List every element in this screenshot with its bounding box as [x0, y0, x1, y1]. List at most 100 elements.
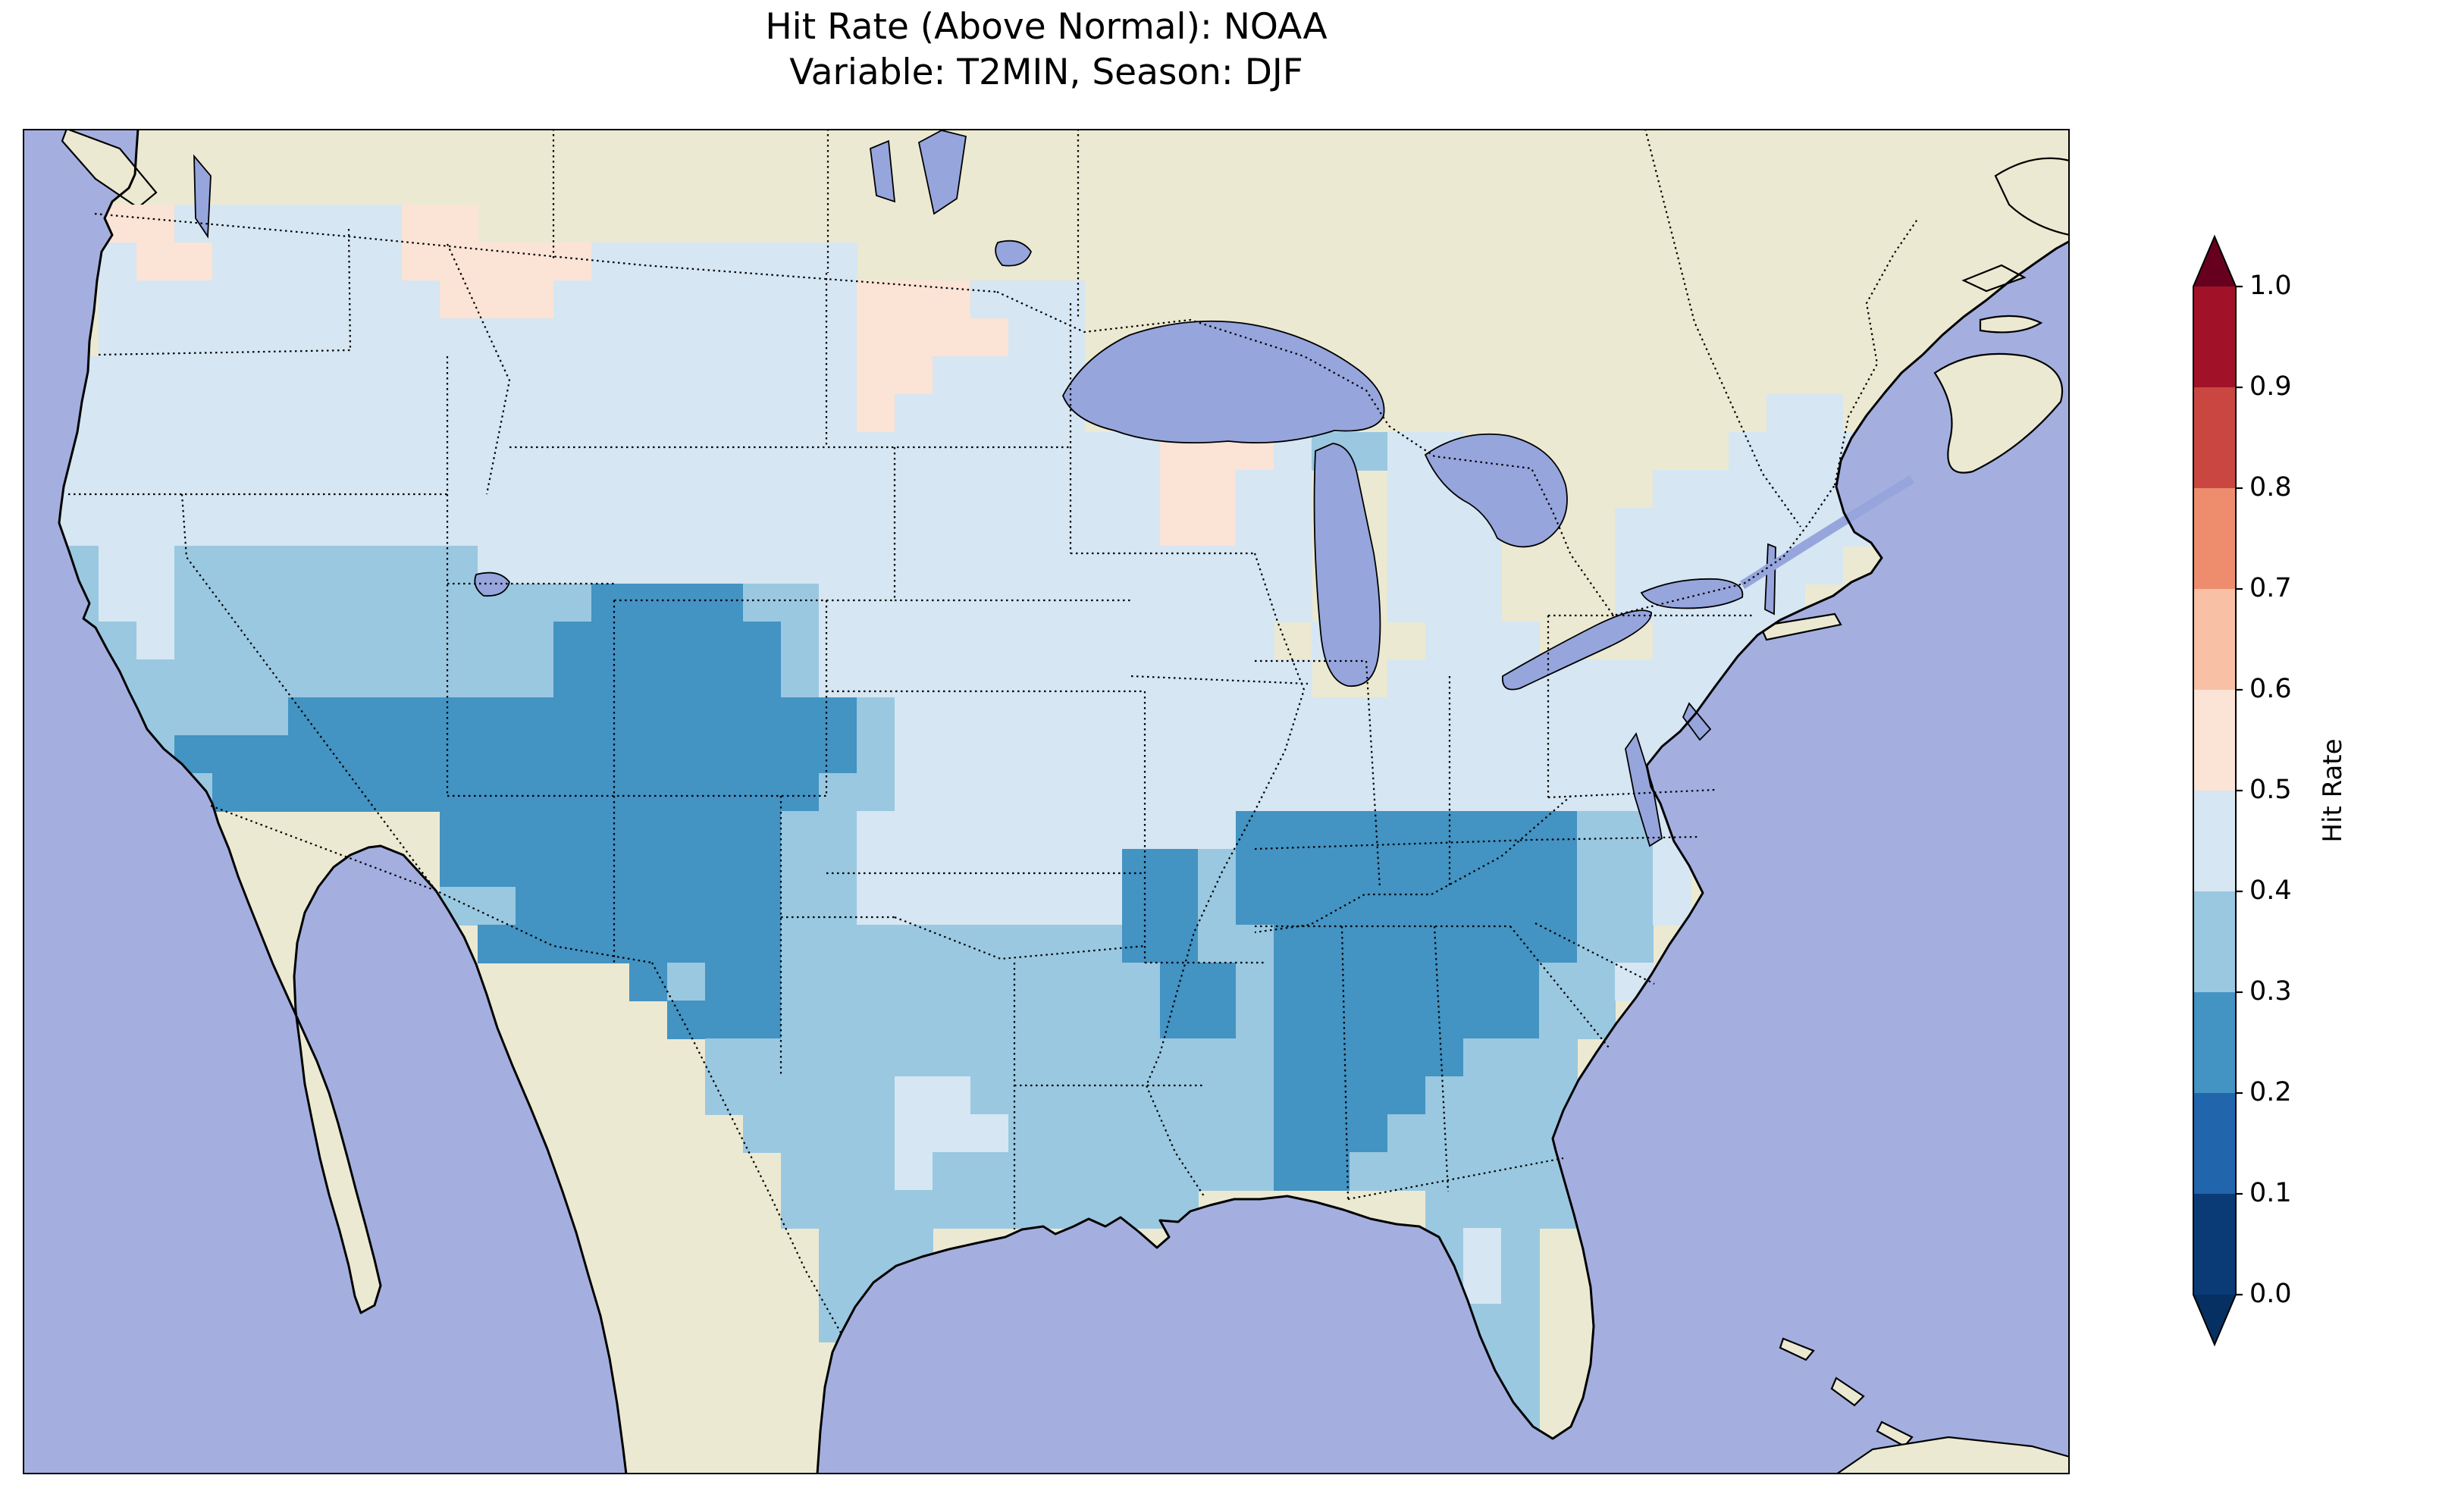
hit-rate-cell: [591, 280, 630, 319]
hit-rate-cell: [212, 622, 251, 660]
hit-rate-cell: [1463, 849, 1502, 888]
hit-rate-cell: [705, 735, 744, 774]
colorbar-tick-label: 0.8: [2249, 472, 2292, 503]
hit-rate-cell: [1425, 1152, 1464, 1191]
hit-rate-cell: [705, 697, 744, 736]
hit-rate-cell: [667, 1001, 706, 1039]
hit-rate-cell: [1350, 697, 1388, 736]
hit-rate-cell: [933, 394, 971, 433]
hit-rate-cell: [1046, 470, 1085, 509]
hit-rate-cell: [970, 1190, 1009, 1229]
hit-rate-cell: [1274, 1114, 1312, 1153]
hit-rate-cell: [705, 470, 744, 509]
hit-rate-cell: [1008, 659, 1047, 698]
hit-rate-cell: [1122, 546, 1161, 584]
hit-rate-cell: [970, 925, 1009, 963]
hit-rate-cell: [99, 243, 137, 281]
hit-rate-cell: [857, 1152, 895, 1191]
hit-rate-cell: [174, 508, 213, 547]
hit-rate-cell: [933, 887, 971, 926]
hit-rate-cell: [629, 773, 668, 812]
colorbar-segment: [2193, 1194, 2236, 1295]
hit-rate-cell: [743, 887, 782, 926]
hit-rate-cell: [629, 584, 668, 622]
hit-rate-cell: [288, 659, 327, 698]
hit-rate-cell: [743, 659, 782, 698]
hit-rate-cell: [1084, 622, 1123, 660]
hit-rate-cell: [402, 659, 440, 698]
hit-rate-cell: [402, 394, 440, 433]
hit-rate-cell: [1463, 1152, 1502, 1191]
hit-rate-cell: [933, 1190, 971, 1229]
hit-rate-cell: [743, 318, 782, 357]
island: [1979, 315, 2043, 334]
hit-rate-cell: [1350, 773, 1388, 812]
hit-rate-cell: [478, 394, 516, 433]
hit-rate-cell: [970, 356, 1009, 395]
hit-rate-cell: [1160, 1038, 1199, 1077]
hit-rate-cell: [895, 925, 933, 963]
hit-rate-cell: [1387, 735, 1426, 774]
hit-rate-cell: [1046, 887, 1085, 926]
hit-rate-cell: [1008, 280, 1047, 319]
hit-rate-cell: [553, 849, 592, 888]
hit-rate-cell: [970, 1001, 1009, 1039]
hit-rate-cell: [1653, 470, 1691, 509]
hit-rate-cell: [1236, 1076, 1274, 1115]
hit-rate-cell: [402, 280, 440, 319]
hit-rate-cell: [1350, 811, 1388, 850]
hit-rate-cell: [1577, 773, 1616, 812]
hit-rate-cell: [250, 394, 289, 433]
hit-rate-cell: [1236, 735, 1274, 774]
hit-rate-cell: [478, 773, 516, 812]
hit-rate-cell: [667, 622, 706, 660]
hit-rate-cell: [364, 243, 403, 281]
hit-rate-cell: [781, 1076, 820, 1115]
hit-rate-cell: [1691, 470, 1729, 509]
hit-rate-cell: [933, 1001, 971, 1039]
hit-rate-cell: [1046, 318, 1085, 357]
hit-rate-cell: [1274, 887, 1312, 926]
lake: [1062, 320, 1385, 444]
hit-rate-cell: [1350, 432, 1388, 471]
hit-rate-cell: [553, 280, 592, 319]
hit-rate-cell: [857, 318, 895, 357]
hit-rate-cell: [1425, 659, 1464, 698]
hit-rate-cell: [667, 546, 706, 584]
hit-rate-cell: [895, 1114, 933, 1153]
hit-rate-cell: [99, 470, 137, 509]
hit-rate-cell: [1008, 735, 1047, 774]
hit-rate-cell: [1539, 887, 1578, 926]
hit-rate-cell: [1198, 1001, 1237, 1039]
hit-rate-cell: [1198, 508, 1237, 547]
hit-rate-cell: [1160, 622, 1199, 660]
hit-rate-cell: [667, 659, 706, 698]
hit-rate-cell: [1008, 849, 1047, 888]
hit-rate-cell: [1463, 584, 1502, 622]
hit-rate-cell: [212, 584, 251, 622]
hit-rate-cell: [1046, 925, 1085, 963]
hit-rate-cell: [819, 963, 857, 1001]
hit-rate-cell: [705, 1076, 744, 1115]
hit-rate-cell: [364, 432, 403, 471]
hit-rate-cell: [743, 697, 782, 736]
hit-rate-cell: [1501, 1342, 1540, 1380]
hit-rate-cell: [591, 735, 630, 774]
hit-rate-cell: [1008, 584, 1047, 622]
hit-rate-cell: [1501, 1076, 1540, 1115]
hit-rate-cell: [174, 546, 213, 584]
hit-rate-cell: [667, 394, 706, 433]
hit-rate-cell: [667, 811, 706, 850]
hit-rate-cell: [440, 849, 478, 888]
hit-rate-cell: [895, 1038, 933, 1077]
hit-rate-cell: [1198, 811, 1237, 850]
hit-rate-cell: [516, 697, 554, 736]
hit-rate-cell: [440, 773, 478, 812]
hit-rate-cell: [1236, 470, 1274, 509]
border-line: [446, 243, 511, 495]
hit-rate-cell: [136, 470, 175, 509]
hit-rate-cell: [1312, 1152, 1350, 1191]
hit-rate-cell: [478, 508, 516, 547]
hit-rate-cell: [1122, 697, 1161, 736]
hit-rate-cell: [516, 470, 554, 509]
